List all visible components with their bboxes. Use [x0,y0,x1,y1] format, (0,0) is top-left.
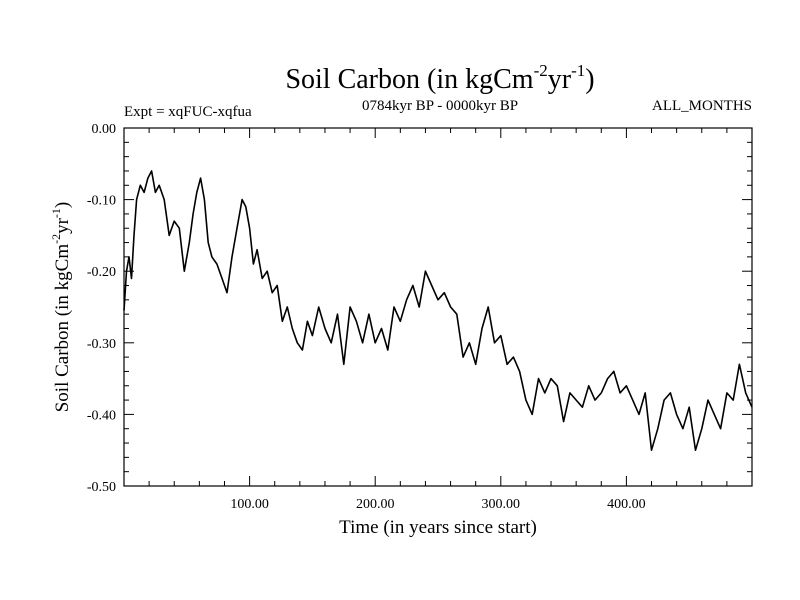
y-axis-label-sup1: -2 [49,234,63,244]
chart-subtitle-right: ALL_MONTHS [652,98,752,114]
chart-title-end: ) [585,64,594,95]
chart-title-text: Soil Carbon (in kgCm [285,64,533,95]
chart-subtitle-left: Expt = xqFUC-xqfua [124,104,252,120]
y-tick-label: -0.10 [87,194,116,209]
y-tick-label: -0.20 [87,265,116,280]
y-tick-label: -0.50 [87,480,116,495]
y-axis-label-mid: yr [52,217,73,234]
plot-frame [123,127,753,487]
y-tick-label: -0.40 [87,408,116,423]
x-axis-label: Time (in years since start) [339,517,537,538]
x-tick-label: 300.00 [482,497,521,512]
y-axis-label-text: Soil Carbon (in kgCm [52,244,73,413]
chart-title-mid: yr [548,64,572,95]
y-tick-label: -0.30 [87,337,116,352]
y-axis: 0.00 -0.10 -0.20 -0.30 -0.40 -0.50 [87,122,752,495]
y-axis-label: Soil Carbon (in kgCm-2yr-1) [49,202,73,413]
chart-title-sup1: -2 [534,61,548,80]
data-series-line [123,170,753,451]
chart-title: Soil Carbon (in kgCm-2yr-1) [285,61,594,95]
x-tick-label: 400.00 [607,497,646,512]
y-tick-label: 0.00 [92,122,117,137]
chart-subtitle-center: 0784kyr BP - 0000kyr BP [362,98,518,114]
chart-title-sup2: -1 [571,61,585,80]
x-tick-label: 100.00 [230,497,269,512]
y-axis-label-sup2: -1 [49,208,63,218]
x-axis: 100.00 200.00 300.00 400.00 [148,128,728,512]
y-axis-label-end: ) [52,202,73,208]
x-tick-label: 200.00 [356,497,395,512]
